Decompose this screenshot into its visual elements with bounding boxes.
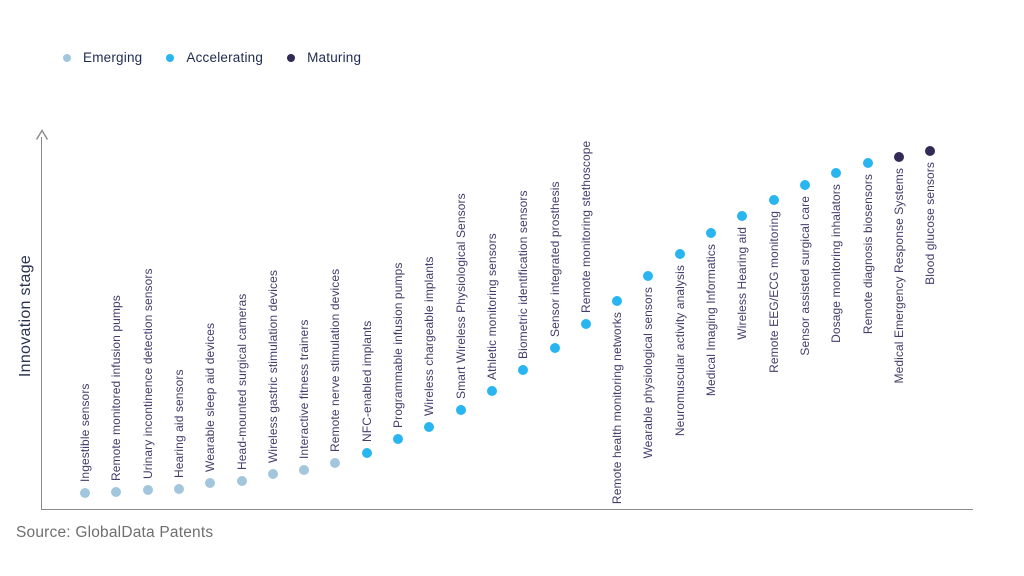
data-point-label: Wireless Hearing aid <box>735 227 750 340</box>
data-point-dot <box>205 478 216 488</box>
data-point-dot <box>267 469 278 479</box>
data-point-dot <box>236 476 247 486</box>
data-point-label: Urinary incontinence detection sensors <box>140 268 155 479</box>
data-point-dot <box>330 458 341 468</box>
accelerating-dot-icon <box>166 53 175 62</box>
source-note: Source: GlobalData Patents <box>16 524 214 541</box>
data-point-dot <box>455 405 466 415</box>
data-point-dot <box>580 319 591 329</box>
data-point-label: Dosage monitoring inhalators <box>829 184 844 343</box>
data-point-label: Wireless chargeable implants <box>422 256 437 416</box>
data-point-dot <box>518 365 529 375</box>
data-point-label: Blood glucose sensors <box>923 162 938 285</box>
data-point-dot <box>486 386 497 396</box>
data-point-label: Medical Emergency Response Systems <box>891 168 906 384</box>
data-point-dot <box>643 271 654 281</box>
data-point-label: Remote health monitoring networks <box>610 312 625 505</box>
legend-item-maturing: Maturing <box>287 50 361 65</box>
data-point-dot <box>361 448 372 458</box>
data-point-dot <box>768 195 779 205</box>
data-point-dot <box>831 168 842 178</box>
data-point-dot <box>737 211 748 221</box>
legend-label-accelerating: Accelerating <box>186 50 264 65</box>
data-point-dot <box>799 180 810 190</box>
data-point-label: Sensor integrated prosthesis <box>547 181 562 337</box>
data-point-label: Wearable sleep aid devices <box>203 322 218 472</box>
data-point-dot <box>299 465 310 475</box>
data-point-label: Interactive fitness trainers <box>297 319 312 459</box>
data-point-label: Athletic monitoring sensors <box>484 233 499 380</box>
legend-item-accelerating: Accelerating <box>166 50 263 65</box>
data-point-label: Biometric identification sensors <box>516 190 531 359</box>
data-point-dot <box>424 422 435 432</box>
data-point-label: Neuromuscular activity analysis <box>672 265 687 437</box>
data-point-label: Remote monitored infusion pumps <box>109 295 124 481</box>
y-axis-line <box>41 137 43 510</box>
legend-label-emerging: Emerging <box>83 50 143 65</box>
data-point-dot <box>142 485 153 495</box>
data-point-dot <box>862 158 873 168</box>
data-point-label: Sensor assisted surgical care <box>797 196 812 356</box>
emerging-dot-icon <box>63 53 71 62</box>
y-axis-title: Innovation stage <box>17 254 34 378</box>
data-point-dot <box>173 484 184 494</box>
x-axis-line <box>41 509 973 511</box>
legend-item-emerging: Emerging <box>63 50 142 65</box>
data-point-dot <box>893 152 904 162</box>
data-point-label: Wearable physiological sensors <box>641 287 656 459</box>
data-point-label: Head-mounted surgical cameras <box>234 293 249 470</box>
data-point-label: NFC-enabled implants <box>359 320 374 442</box>
data-point-dot <box>80 488 90 498</box>
data-point-dot <box>393 434 403 444</box>
data-point-dot <box>706 228 716 238</box>
y-axis-arrow-icon <box>35 129 49 140</box>
data-point-label: Remote monitoring stethoscope <box>578 140 593 313</box>
data-point-dot <box>549 343 560 353</box>
data-point-label: Wireless gastric stimulation devices <box>265 270 280 463</box>
legend: Emerging Accelerating Maturing <box>63 50 361 65</box>
data-point-label: Remote EEG/ECG monitoring <box>766 211 781 373</box>
data-point-dot <box>612 296 623 306</box>
data-point-label: Remote nerve stimulation devices <box>328 268 343 452</box>
data-point-dot <box>111 487 122 497</box>
data-point-dot <box>674 249 685 259</box>
data-point-label: Ingestible sensors <box>78 383 92 482</box>
data-point-label: Hearing aid sensors <box>171 369 186 478</box>
data-point-dot <box>925 146 936 156</box>
data-point-label: Smart Wireless Physiological Sensors <box>453 193 468 399</box>
data-point-label: Medical Imaging Informatics <box>704 244 718 397</box>
legend-label-maturing: Maturing <box>307 50 362 65</box>
data-point-label: Remote diagnosis biosensors <box>860 174 875 335</box>
data-point-label: Programmable infusion pumps <box>391 262 405 428</box>
maturing-dot-icon <box>287 53 296 62</box>
